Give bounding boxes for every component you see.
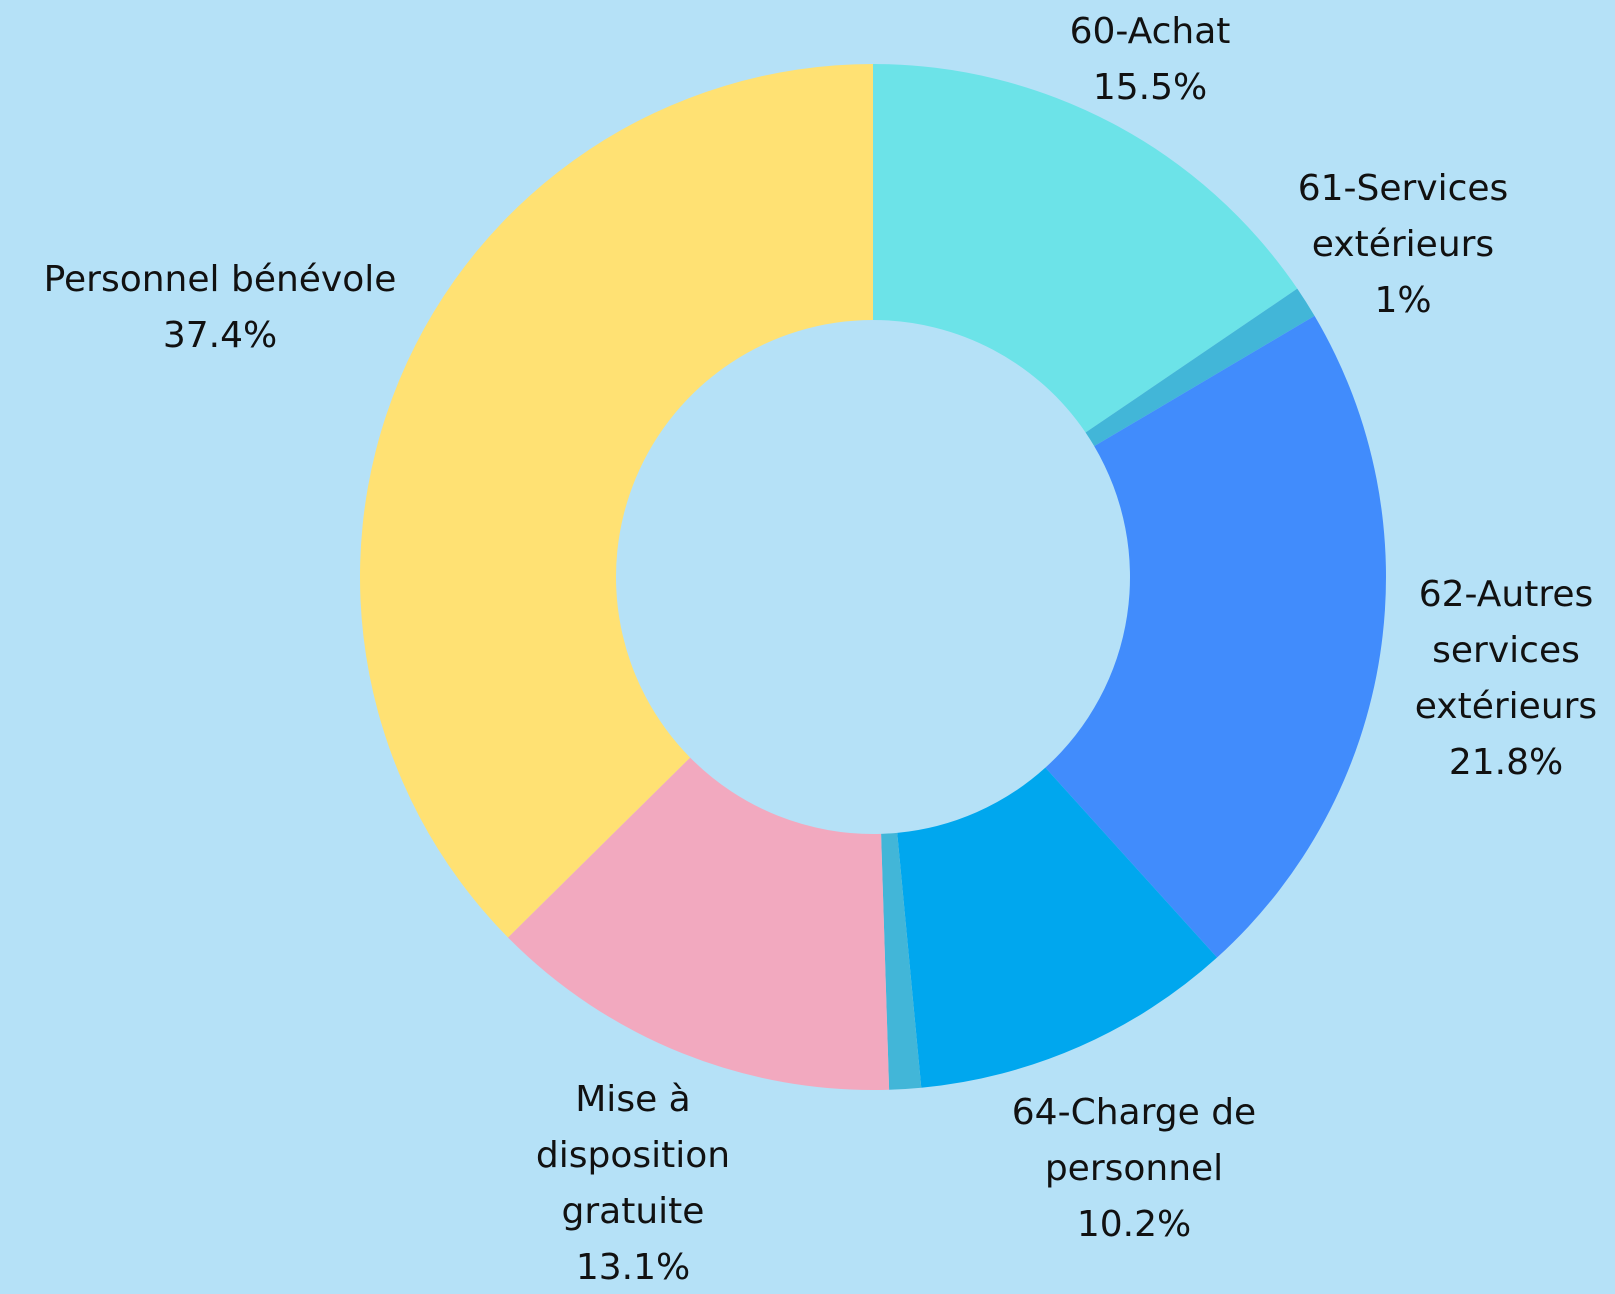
slices-group [359, 64, 1386, 1091]
slice-label-line: disposition [536, 1135, 730, 1176]
slice-label-percent: 1% [1374, 280, 1431, 321]
slice-label-line: 62-Autres [1419, 574, 1593, 615]
slice-label-line: extérieurs [1415, 686, 1597, 727]
slice-label-percent: 10.2% [1077, 1204, 1191, 1245]
slice-label: Personnel bénévole 37.4% [44, 259, 397, 356]
slice-label-percent: 15.5% [1093, 67, 1207, 108]
slice-label-line: personnel [1045, 1148, 1223, 1189]
donut-slice [359, 64, 873, 938]
slice-label-line: extérieurs [1312, 224, 1494, 265]
slice-label: 62-Autres services extérieurs 21.8% [1415, 574, 1597, 783]
slice-label-line: gratuite [562, 1191, 705, 1232]
slice-label-line: Mise à [575, 1079, 690, 1120]
slice-label-percent: 21.8% [1449, 742, 1563, 783]
donut-slice [873, 64, 1298, 433]
donut-slice [881, 832, 922, 1090]
donut-slice [1045, 315, 1386, 958]
slice-label: 61-Services extérieurs 1% [1298, 168, 1509, 321]
labels-group: 60-Achat 15.5% 61-Services extérieurs 1% 62-A… [44, 11, 1598, 1288]
slice-label: Mise à disposition gratuite 13.1% [536, 1079, 730, 1288]
slice-label-line: Personnel bénévole [44, 259, 397, 300]
slice-label-percent: 13.1% [576, 1247, 690, 1288]
slice-label-line: 60-Achat [1070, 11, 1231, 52]
donut-slice [1085, 288, 1315, 447]
donut-slice [507, 757, 890, 1091]
slice-label-line: services [1432, 630, 1580, 671]
slice-label: 60-Achat 15.5% [1070, 11, 1231, 108]
slice-label-percent: 37.4% [163, 315, 277, 356]
donut-slice [897, 767, 1218, 1088]
slice-label: 64-Charge de personnel 10.2% [1012, 1092, 1256, 1245]
slice-label-line: 64-Charge de [1012, 1092, 1256, 1133]
slice-label-line: 61-Services [1298, 168, 1509, 209]
